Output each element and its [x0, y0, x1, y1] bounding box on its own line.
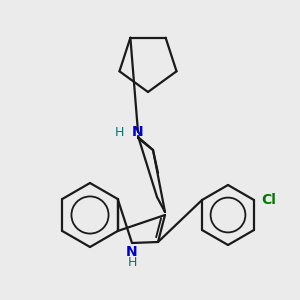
Text: N: N [126, 245, 138, 259]
Text: Cl: Cl [262, 193, 276, 207]
Text: H: H [127, 256, 137, 269]
Text: H: H [115, 125, 124, 139]
Text: N: N [132, 125, 144, 139]
